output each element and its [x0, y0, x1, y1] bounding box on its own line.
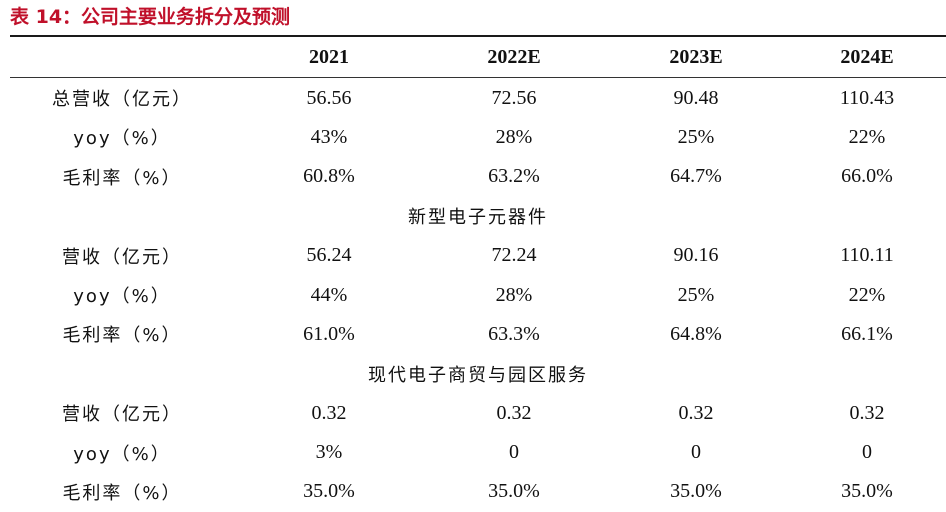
- cell-value: 60.8%: [303, 165, 355, 188]
- cell-value: 44%: [310, 283, 348, 306]
- cell-value: 90.48: [673, 86, 719, 109]
- cell-value: 0.32: [496, 401, 532, 424]
- table-row: 营收（亿元） 56.24 72.24 90.16 110.11: [10, 236, 946, 275]
- cell-value: 28%: [495, 283, 533, 306]
- cell-value: 35.0%: [303, 480, 355, 503]
- table-row: 毛利率（%） 61.0% 63.3% 64.8% 66.1%: [10, 315, 946, 354]
- header-cell-2024e: 2024E: [788, 38, 946, 79]
- cell-value: 110.43: [839, 86, 895, 109]
- cell-value: 22%: [848, 125, 886, 148]
- table-row: 毛利率（%） 60.8% 63.2% 64.7% 66.0%: [10, 157, 946, 196]
- cell-value: 0.32: [678, 401, 714, 424]
- section-title: 现代电子商贸与园区服务: [368, 364, 588, 386]
- table-row: yoy（%） 43% 28% 25% 22%: [10, 118, 946, 157]
- row-label: yoy（%）: [73, 286, 171, 308]
- cell-value: 61.0%: [303, 322, 355, 345]
- cell-value: 0.32: [849, 401, 885, 424]
- header-row: 2021 2022E 2023E 2024E: [10, 38, 946, 79]
- table-row: 毛利率（%） 35.0% 35.0% 35.0% 35.0%: [10, 472, 946, 511]
- row-label: yoy（%）: [73, 128, 171, 150]
- cell-value: 72.56: [491, 86, 537, 109]
- cell-value: 56.56: [306, 86, 352, 109]
- cell-value: 0: [509, 441, 519, 464]
- table-row: 营收（亿元） 0.32 0.32 0.32 0.32: [10, 394, 946, 433]
- cell-value: 66.1%: [841, 322, 893, 345]
- table-row: yoy（%） 3% 0 0 0: [10, 433, 946, 472]
- row-label: 营收（亿元）: [62, 246, 182, 268]
- cell-value: 0: [862, 441, 872, 464]
- row-label: 毛利率（%）: [62, 167, 182, 189]
- cell-value: 63.3%: [488, 322, 540, 345]
- section-header-row: 现代电子商贸与园区服务: [10, 354, 946, 393]
- top-rule: [10, 35, 946, 37]
- cell-value: 25%: [677, 125, 715, 148]
- header-cell-2023e: 2023E: [604, 38, 788, 79]
- row-label: 毛利率（%）: [62, 325, 182, 347]
- section-title: 新型电子元器件: [408, 207, 548, 229]
- cell-value: 25%: [677, 283, 715, 306]
- row-label: 总营收（亿元）: [52, 89, 192, 111]
- cell-value: 22%: [848, 283, 886, 306]
- header-cell-2021: 2021: [234, 38, 424, 79]
- row-label: yoy（%）: [73, 443, 171, 465]
- table-row: yoy（%） 44% 28% 25% 22%: [10, 275, 946, 314]
- cell-value: 64.7%: [670, 165, 722, 188]
- cell-value: 63.2%: [488, 165, 540, 188]
- row-label: 毛利率（%）: [62, 482, 182, 504]
- table-row: 总营收（亿元） 56.56 72.56 90.48 110.43: [10, 78, 946, 118]
- cell-value: 56.24: [306, 244, 352, 267]
- header-cell-label: [10, 38, 234, 79]
- header-cell-2022e: 2022E: [424, 38, 604, 79]
- cell-value: 28%: [495, 125, 533, 148]
- cell-value: 64.8%: [670, 322, 722, 345]
- cell-value: 0: [691, 441, 701, 464]
- cell-value: 90.16: [673, 244, 719, 267]
- cell-value: 66.0%: [841, 165, 893, 188]
- cell-value: 0.32: [311, 401, 347, 424]
- section-header-row: 新型电子元器件: [10, 197, 946, 236]
- row-label: 营收（亿元）: [62, 404, 182, 426]
- cell-value: 35.0%: [841, 480, 893, 503]
- forecast-table: 2021 2022E 2023E 2024E 总营收（亿元） 56.56 72.…: [10, 38, 946, 512]
- table-title: 表 14：公司主要业务拆分及预测: [10, 6, 291, 28]
- cell-value: 110.11: [840, 244, 894, 267]
- cell-value: 3%: [315, 441, 343, 464]
- cell-value: 43%: [310, 125, 348, 148]
- cell-value: 35.0%: [670, 480, 722, 503]
- cell-value: 72.24: [491, 244, 537, 267]
- cell-value: 35.0%: [488, 480, 540, 503]
